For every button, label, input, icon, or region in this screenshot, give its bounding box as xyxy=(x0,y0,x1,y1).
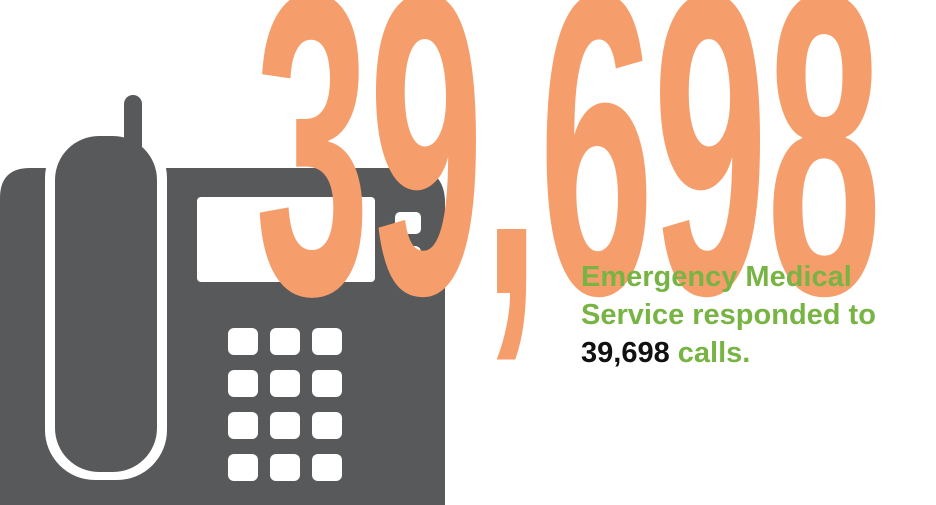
caption-suffix: calls. xyxy=(669,337,751,369)
headline-number: 39,698 xyxy=(255,0,881,385)
keypad-key xyxy=(228,412,258,439)
caption-line-3: 39,698 calls. xyxy=(581,334,931,372)
keypad-key xyxy=(270,370,300,397)
keypad-key xyxy=(270,454,300,481)
keypad-key xyxy=(270,412,300,439)
keypad-key xyxy=(228,370,258,397)
handset xyxy=(55,136,157,472)
keypad-key xyxy=(312,412,342,439)
caption-line-1: Emergency Medical xyxy=(581,261,852,293)
caption-number: 39,698 xyxy=(581,337,670,369)
keypad-key xyxy=(270,328,300,355)
side-button-2 xyxy=(395,246,421,274)
side-button-1 xyxy=(395,212,421,234)
phone-display xyxy=(197,197,375,282)
keypad-key xyxy=(228,454,258,481)
keypad-key xyxy=(228,328,258,355)
caption: Emergency Medical Service responded to 3… xyxy=(581,258,931,372)
keypad-key xyxy=(312,454,342,481)
caption-line-2: Service responded to xyxy=(581,299,876,331)
keypad-key xyxy=(312,370,342,397)
keypad-key xyxy=(312,328,342,355)
keypad xyxy=(228,328,342,481)
